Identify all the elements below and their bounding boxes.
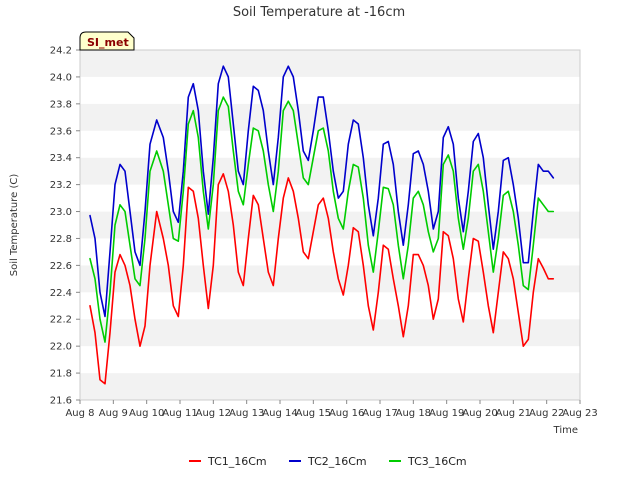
y-tick-label: 22.8 [50, 234, 72, 245]
x-tick-label: Aug 13 [229, 408, 264, 419]
series-line-tc1-16cm [89, 173, 555, 385]
plot-frame [79, 49, 581, 401]
y-tick-label: 22.6 [50, 261, 72, 272]
y-tick-label: 21.8 [50, 369, 72, 380]
x-tick-label: Aug 8 [65, 408, 94, 419]
x-tick-label: Aug 20 [462, 408, 497, 419]
x-tick-label: Aug 22 [529, 408, 564, 419]
y-tick-label: 23.8 [50, 99, 72, 110]
grid-band [80, 265, 580, 293]
x-tick-label: Aug 9 [99, 408, 128, 419]
legend-item: TC3_16Cm [389, 455, 467, 468]
grid-band [80, 373, 580, 400]
y-tick-label: 23.6 [50, 126, 72, 137]
x-tick-label: Aug 12 [196, 408, 231, 419]
x-tick-label: Aug 15 [296, 408, 331, 419]
station-badge-label: SI_met [87, 36, 129, 49]
legend-label: TC3_16Cm [407, 455, 467, 468]
grid-band [80, 103, 580, 131]
x-tick-label: Aug 18 [396, 408, 431, 419]
station-badge-box [79, 31, 135, 51]
legend-item: TC2_16Cm [289, 455, 367, 468]
y-axis-ticks: 21.6 21.8 22.0 22.2 22.4 22.6 22.8 23.0 23.2 23.4… [50, 46, 80, 407]
grid-band [80, 76, 580, 104]
series-lines [89, 65, 555, 385]
y-tick-label: 22.2 [50, 315, 72, 326]
x-tick-label: Aug 23 [562, 408, 597, 419]
x-tick-label: Aug 16 [329, 408, 364, 419]
x-tick-label: Aug 10 [129, 408, 164, 419]
y-tick-label: 23.0 [50, 207, 72, 218]
y-tick-label: 24.2 [50, 46, 72, 57]
y-tick-label: 23.2 [50, 180, 72, 191]
y-tick-label: 21.6 [50, 396, 72, 407]
x-tick-label: Aug 17 [362, 408, 397, 419]
grid-band [80, 346, 580, 374]
legend-item: TC1_16Cm [189, 455, 267, 468]
x-tick-label: Aug 19 [429, 408, 464, 419]
grid-band [80, 238, 580, 266]
legend: TC1_16Cm TC2_16Cm TC3_16Cm [189, 455, 467, 468]
y-tick-label: 23.4 [50, 153, 72, 164]
series-line-tc3-16cm [89, 96, 555, 343]
legend-label: TC1_16Cm [207, 455, 267, 468]
series-line-tc2-16cm [89, 65, 555, 318]
grid-band [80, 319, 580, 347]
x-tick-label: Aug 14 [262, 408, 297, 419]
grid-band [80, 292, 580, 320]
x-tick-label: Aug 21 [496, 408, 531, 419]
legend-label: TC2_16Cm [307, 455, 367, 468]
y-axis-title: Soil Temperature (C) [9, 174, 20, 277]
grid-band [80, 184, 580, 212]
x-tick-label: Aug 11 [162, 408, 197, 419]
station-badge: SI_met [79, 31, 135, 51]
y-tick-label: 22.4 [50, 288, 72, 299]
chart-title: Soil Temperature at -16cm [233, 5, 405, 20]
x-axis-title: Time [553, 425, 578, 436]
y-tick-label: 22.0 [50, 342, 72, 353]
y-tick-label: 24.0 [50, 72, 72, 83]
grid-band [80, 50, 580, 77]
